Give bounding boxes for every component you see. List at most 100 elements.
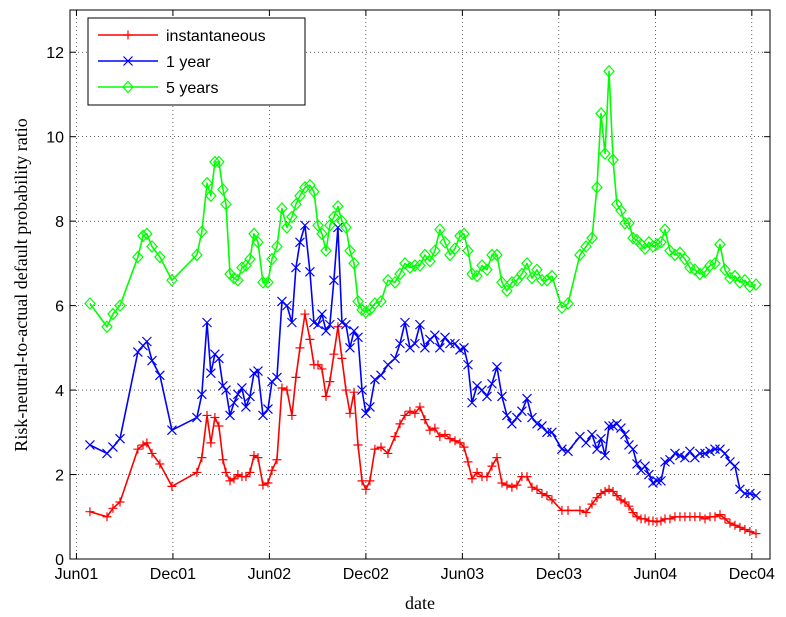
data-point [581,437,591,448]
data-point [329,349,339,359]
data-point [420,415,430,425]
data-point [277,383,287,393]
data-point [344,244,356,258]
data-point [414,319,425,330]
data-point [192,467,202,477]
data-point [656,516,666,526]
data-point [375,295,387,308]
data-point [213,353,224,364]
data-point [719,263,731,277]
data-point [652,517,662,527]
data-point [232,273,244,287]
data-point [205,368,216,379]
data-point [267,465,277,475]
data-point [482,472,492,482]
data-point [616,495,626,505]
data-point [196,225,208,239]
data-point [425,425,435,435]
data-point [266,252,278,266]
data-point [434,223,446,236]
data-point [599,147,611,160]
data-point [739,488,750,499]
data-point [360,305,372,319]
legend-marker [123,30,133,40]
data-point [608,486,618,496]
data-point [477,385,487,396]
data-point [527,412,537,423]
data-point [675,450,685,461]
data-point [325,377,335,387]
data-point [324,319,335,330]
legend-label: 1 year [166,54,211,71]
data-point [321,391,331,401]
data-point [217,183,229,196]
data-point [526,271,538,285]
data-point [132,347,143,357]
legend-box [87,17,306,106]
x-tick-label: Jun03 [441,566,485,583]
data-point [202,410,212,420]
data-point [132,250,144,264]
data-point [316,227,328,241]
data-point [522,472,532,482]
data-point [476,259,488,272]
data-point [628,508,638,518]
data-point [604,484,614,494]
data-point [537,489,547,499]
data-point [229,474,239,484]
data-point [138,440,148,450]
data-point [424,254,436,268]
data-point [312,218,324,232]
data-point [364,402,375,412]
data-point [155,459,165,469]
data-point [744,280,756,294]
data-point [272,455,282,465]
data-point [345,408,355,418]
data-point [85,440,95,450]
data-point [680,452,690,463]
data-point [595,107,607,120]
data-point [725,518,735,528]
data-point [414,259,426,272]
data-point [536,273,548,287]
data-point [229,397,239,408]
data-point [527,482,537,492]
data-point [580,240,592,253]
data-point [286,210,298,224]
data-point [141,227,153,241]
data-point [196,389,207,400]
data-point [516,267,528,281]
data-point [141,336,152,347]
data-point [724,271,736,285]
data-point [249,451,259,461]
data-point [108,503,118,513]
data-point [487,378,497,389]
data-point [659,223,671,236]
data-point [546,269,558,283]
x-axis-label: date [405,593,435,613]
data-point [213,155,225,169]
data-point [167,425,177,436]
data-point [341,319,351,330]
data-point [245,467,255,477]
data-point [740,524,750,534]
data-point [218,380,228,391]
data-point [202,317,212,328]
data-point [115,497,125,507]
data-point [628,444,638,455]
data-point [404,261,416,274]
data-point [248,227,260,241]
data-point [710,444,720,455]
data-point [689,263,701,277]
x-tick-label: Dec01 [150,566,196,583]
data-point [191,248,203,262]
legend: instantaneous 1 year 5 years [87,17,306,106]
data-point [512,480,522,490]
data-point [341,385,351,395]
data-point [154,250,166,264]
data-point [632,459,642,469]
data-point [664,244,676,258]
data-point [167,481,177,491]
data-point [459,342,469,353]
